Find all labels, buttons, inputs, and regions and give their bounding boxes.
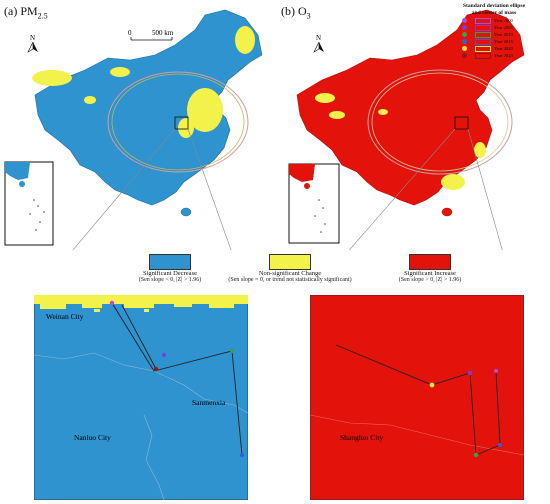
legend-title-increase: Significant Increase	[404, 270, 456, 277]
center-of-mass-dot-icon	[462, 39, 467, 44]
panel-b-map: N	[288, 9, 525, 250]
ellipse-legend-item: Year 2023	[440, 52, 548, 59]
scale-bar-a	[130, 37, 173, 41]
center-of-mass-dot-icon	[462, 25, 467, 30]
nonsig-patches-a	[32, 26, 255, 138]
legend-sub-decrease: (Sen slope < 0, |Z| > 1.96)	[138, 277, 202, 283]
inset-islands-b	[314, 199, 326, 233]
legend-swatch-decrease	[149, 254, 191, 270]
zoom-line-left-a	[72, 128, 176, 250]
ellipse-swatch-icon	[475, 45, 491, 52]
centroids-a	[109, 300, 245, 458]
focus-box-b	[454, 116, 469, 130]
panel-a-map: N 0 500 km	[4, 9, 263, 250]
zoom-line-left-b	[348, 128, 456, 250]
ellipse-swatch-icon	[475, 24, 491, 31]
centroids-b	[429, 369, 502, 458]
scale-zero-a: 0	[128, 29, 132, 37]
ellipse-swatch-icon	[475, 17, 491, 24]
china-map-pm25	[34, 9, 263, 206]
center-of-mass-dot-icon	[462, 53, 467, 58]
ellipse-legend-title: Standard deviation ellipse and center of…	[462, 3, 526, 16]
nonsig-patches-b	[315, 93, 486, 190]
legend-sub-increase: (Sen slope > 0, |Z| > 1.96)	[398, 277, 462, 283]
ellipse-legend-item: Year 2020	[440, 45, 548, 52]
ellipse-legend-label: Year 2000	[494, 17, 513, 23]
detail-map-pm25: Weinan City Sanmenxia Nanluo City	[34, 295, 248, 500]
center-of-mass-dot-icon	[462, 18, 467, 23]
center-of-mass-dot-icon	[462, 32, 467, 37]
hainan-a	[180, 207, 192, 217]
detail-city-label-shangluo: Shangluo City	[340, 433, 383, 442]
trajectory-b	[335, 344, 501, 456]
trajectory-a	[111, 302, 243, 456]
china-map-o3	[296, 9, 525, 206]
detail-city-label-sanmenxia: Sanmenxia	[192, 398, 226, 407]
ellipse-legend-label: Year 2020	[494, 45, 513, 51]
ellipse-legend-list: Year 2000 Year 2005 Year 2010 Year 2015 Year…	[440, 17, 548, 59]
ellipse-swatch-icon	[475, 52, 491, 59]
ellipse-legend-item: Year 2000	[440, 17, 548, 24]
hainan-b	[441, 207, 453, 217]
ellipse-legend-item: Year 2005	[440, 24, 548, 31]
zoom-line-right-b	[467, 128, 503, 250]
panel-b-title-subscript: 3	[306, 11, 311, 21]
ellipse-legend-label: Year 2015	[494, 38, 513, 44]
north-label-a: N	[30, 34, 35, 42]
focus-box-a	[174, 116, 189, 130]
legend-swatch-increase	[409, 254, 451, 270]
north-arrow-icon	[313, 41, 324, 53]
sd-ellipses-a	[107, 71, 249, 173]
legend-title-nonsig: Non-significant Change	[258, 270, 322, 277]
ellipse-legend-label: Year 2005	[494, 24, 513, 30]
legend-item-decrease: Significant Decrease (Sen slope < 0, |Z|…	[100, 254, 240, 284]
scale-label-a: 500 km	[152, 29, 174, 37]
legend-item-increase: Significant Increase (Sen slope > 0, |Z|…	[360, 254, 500, 284]
ellipse-legend-item: Year 2015	[440, 38, 548, 45]
legend-sub-nonsig: (Sen slope = 0, or trend not statistical…	[228, 277, 352, 283]
panel-a-title-subscript: 2.5	[37, 11, 48, 21]
detail-city-label-weinan: Weinan City	[46, 312, 84, 321]
zoom-line-right-a	[187, 128, 232, 250]
detail-map-o3: Shangluo City	[310, 295, 524, 500]
detail-nonsig-band-a	[34, 295, 248, 312]
panel-a-title: (a) PM2.5	[4, 4, 48, 20]
panel-b-title: (b) O3	[281, 4, 311, 20]
inset-islands-a	[29, 199, 45, 231]
legend-title-decrease: Significant Decrease	[143, 270, 197, 277]
center-of-mass-dot-icon	[462, 46, 467, 51]
sd-ellipses-b	[367, 69, 513, 175]
ellipse-legend-label: Year 2023	[494, 52, 513, 58]
panel-b-title-text: (b) O	[281, 4, 307, 18]
trend-legend: Significant Decrease (Sen slope < 0, |Z|…	[0, 254, 550, 288]
panel-a-title-text: (a) PM	[4, 4, 38, 18]
legend-swatch-nonsig	[269, 254, 311, 270]
ellipse-swatch-icon	[475, 31, 491, 38]
ellipse-swatch-icon	[475, 38, 491, 45]
ellipse-legend-item: Year 2010	[440, 31, 548, 38]
north-label-b: N	[316, 34, 321, 42]
legend-item-nonsig: Non-significant Change (Sen slope = 0, o…	[205, 254, 375, 284]
ellipse-legend-label: Year 2010	[494, 31, 513, 37]
ellipse-legend: Standard deviation ellipse and center of…	[440, 3, 548, 59]
north-arrow-icon	[27, 41, 38, 53]
detail-city-label-nanluo: Nanluo City	[74, 433, 111, 442]
